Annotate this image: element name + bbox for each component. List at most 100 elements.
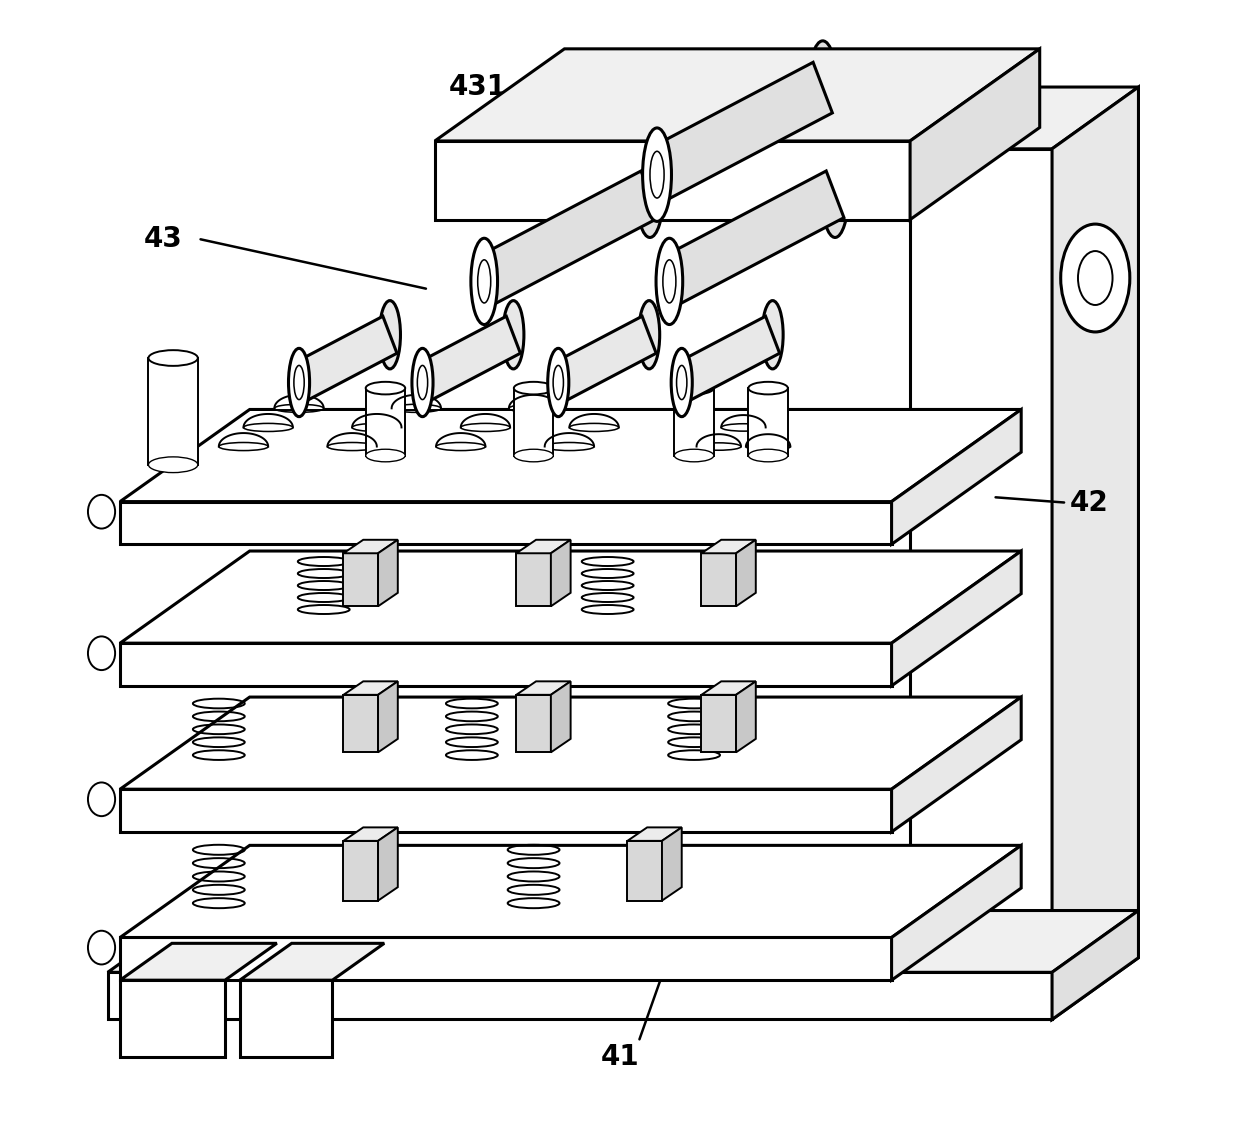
- Polygon shape: [627, 841, 662, 901]
- Polygon shape: [378, 828, 398, 901]
- Polygon shape: [327, 434, 377, 447]
- Ellipse shape: [379, 300, 401, 369]
- Ellipse shape: [513, 449, 553, 462]
- Polygon shape: [343, 828, 398, 841]
- Polygon shape: [239, 944, 384, 980]
- Polygon shape: [120, 644, 892, 685]
- Polygon shape: [461, 414, 510, 428]
- Ellipse shape: [502, 300, 525, 369]
- Text: 41: 41: [600, 1042, 640, 1070]
- Ellipse shape: [548, 349, 569, 417]
- Polygon shape: [343, 540, 398, 553]
- Polygon shape: [378, 540, 398, 606]
- Ellipse shape: [675, 382, 714, 394]
- Polygon shape: [120, 410, 1022, 501]
- Ellipse shape: [671, 349, 692, 417]
- Polygon shape: [737, 681, 756, 752]
- Polygon shape: [120, 937, 892, 980]
- Ellipse shape: [88, 930, 115, 964]
- Polygon shape: [737, 540, 756, 606]
- Polygon shape: [343, 694, 378, 752]
- Ellipse shape: [471, 238, 497, 324]
- Polygon shape: [108, 910, 1138, 972]
- Polygon shape: [239, 980, 332, 1057]
- Ellipse shape: [366, 449, 405, 462]
- Ellipse shape: [289, 349, 310, 417]
- Polygon shape: [892, 551, 1022, 685]
- Polygon shape: [892, 846, 1022, 980]
- Text: 431: 431: [449, 73, 507, 100]
- Polygon shape: [675, 316, 780, 401]
- Polygon shape: [343, 553, 378, 606]
- Ellipse shape: [749, 382, 787, 394]
- Polygon shape: [544, 434, 594, 447]
- Polygon shape: [749, 388, 787, 455]
- Polygon shape: [366, 388, 405, 455]
- Polygon shape: [516, 540, 570, 553]
- Polygon shape: [675, 388, 714, 455]
- Ellipse shape: [675, 449, 714, 462]
- Polygon shape: [392, 395, 441, 409]
- Text: 43: 43: [144, 225, 182, 253]
- Polygon shape: [516, 694, 551, 752]
- Polygon shape: [120, 789, 892, 832]
- Ellipse shape: [88, 782, 115, 816]
- Polygon shape: [647, 62, 832, 200]
- Polygon shape: [415, 316, 521, 401]
- Ellipse shape: [149, 457, 198, 473]
- Polygon shape: [343, 841, 378, 901]
- Ellipse shape: [149, 350, 198, 366]
- Ellipse shape: [642, 128, 672, 221]
- Polygon shape: [108, 972, 1052, 1019]
- Ellipse shape: [749, 449, 787, 462]
- Polygon shape: [702, 553, 737, 606]
- Polygon shape: [149, 358, 198, 465]
- Ellipse shape: [763, 300, 784, 369]
- Ellipse shape: [88, 637, 115, 671]
- Polygon shape: [552, 316, 656, 401]
- Polygon shape: [274, 395, 324, 409]
- Polygon shape: [435, 141, 910, 220]
- Polygon shape: [120, 501, 892, 544]
- Polygon shape: [435, 49, 1039, 141]
- Ellipse shape: [513, 382, 553, 394]
- Polygon shape: [378, 681, 398, 752]
- Polygon shape: [910, 49, 1039, 220]
- Polygon shape: [662, 828, 682, 901]
- Polygon shape: [910, 87, 1138, 149]
- Polygon shape: [243, 414, 293, 428]
- Polygon shape: [516, 681, 570, 694]
- Polygon shape: [475, 170, 658, 305]
- Polygon shape: [627, 828, 682, 841]
- Polygon shape: [746, 435, 790, 447]
- Ellipse shape: [366, 382, 405, 394]
- Polygon shape: [291, 316, 397, 401]
- Polygon shape: [352, 414, 402, 428]
- Ellipse shape: [88, 495, 115, 528]
- Polygon shape: [722, 415, 765, 428]
- Polygon shape: [1052, 910, 1138, 1019]
- Polygon shape: [120, 697, 1022, 789]
- Polygon shape: [702, 694, 737, 752]
- Ellipse shape: [808, 41, 837, 134]
- Polygon shape: [661, 170, 844, 305]
- Polygon shape: [508, 395, 558, 409]
- Ellipse shape: [656, 238, 683, 324]
- Polygon shape: [436, 434, 485, 447]
- Polygon shape: [120, 980, 224, 1057]
- Polygon shape: [702, 540, 756, 553]
- Polygon shape: [702, 681, 756, 694]
- Polygon shape: [516, 553, 551, 606]
- Ellipse shape: [412, 349, 433, 417]
- Polygon shape: [120, 846, 1022, 937]
- Polygon shape: [892, 697, 1022, 832]
- Polygon shape: [1052, 87, 1138, 1019]
- Polygon shape: [551, 540, 570, 606]
- Polygon shape: [551, 681, 570, 752]
- Polygon shape: [910, 149, 1052, 1019]
- Polygon shape: [892, 410, 1022, 544]
- Ellipse shape: [1060, 224, 1130, 332]
- Polygon shape: [697, 435, 742, 447]
- Polygon shape: [120, 944, 277, 980]
- Polygon shape: [218, 434, 268, 447]
